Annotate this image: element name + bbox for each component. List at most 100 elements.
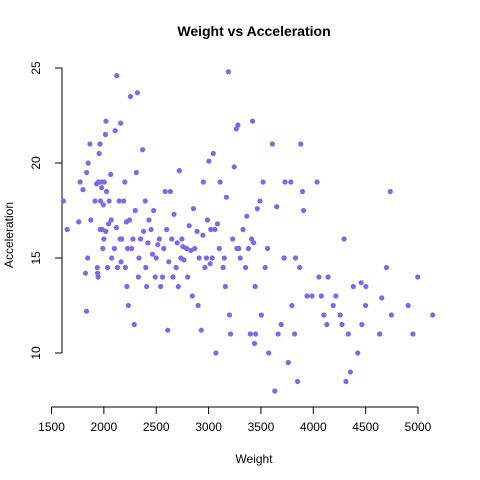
data-point (258, 312, 264, 318)
data-points (60, 69, 436, 394)
data-point (167, 188, 173, 195)
data-point (145, 240, 151, 246)
data-point (148, 226, 154, 233)
data-point (230, 236, 236, 242)
data-point (143, 264, 149, 271)
data-point (179, 236, 185, 242)
data-point (325, 274, 331, 280)
data-point (363, 283, 369, 290)
data-point (226, 312, 233, 318)
data-point (213, 350, 219, 356)
x-tick-label: 4500 (352, 420, 379, 434)
data-point (60, 198, 66, 204)
data-point (388, 312, 395, 318)
data-point (244, 213, 250, 219)
data-point (202, 264, 208, 271)
data-point (96, 150, 102, 157)
data-point (142, 198, 148, 204)
y-tick-label: 25 (29, 61, 43, 75)
data-point (298, 141, 304, 147)
data-point (222, 283, 228, 290)
data-point (304, 293, 310, 299)
data-point (240, 226, 246, 233)
data-point (129, 245, 135, 252)
data-point (314, 179, 320, 185)
data-point (113, 225, 120, 231)
data-point (100, 202, 106, 208)
data-point (200, 232, 206, 238)
data-point (101, 179, 107, 185)
data-point (106, 198, 112, 204)
data-point (321, 312, 327, 318)
data-point (292, 255, 299, 261)
data-point (146, 217, 152, 223)
data-point (122, 179, 128, 185)
data-point (175, 283, 181, 290)
data-point (112, 128, 118, 134)
data-point (166, 259, 172, 265)
data-point (118, 120, 124, 126)
data-point (124, 245, 131, 252)
data-point (122, 264, 128, 271)
data-point (188, 247, 194, 253)
data-point (137, 236, 144, 242)
data-point (358, 280, 364, 286)
data-point (116, 198, 122, 204)
data-point (171, 211, 177, 217)
data-point (221, 255, 227, 261)
data-point (190, 206, 197, 212)
data-point (209, 255, 215, 261)
data-point (118, 259, 124, 265)
data-point (100, 245, 106, 252)
data-point (149, 251, 156, 257)
data-point (85, 255, 91, 261)
data-point (184, 245, 190, 252)
data-point (207, 261, 213, 267)
data-point (136, 255, 142, 261)
x-tick-label: 4000 (300, 420, 327, 434)
data-point (144, 283, 150, 290)
data-point (174, 240, 180, 246)
data-point (220, 264, 226, 271)
data-point (345, 331, 351, 337)
data-point (248, 236, 255, 242)
data-point (92, 198, 98, 204)
data-point (181, 257, 187, 263)
data-point (245, 245, 252, 252)
data-point (405, 302, 411, 309)
data-point (109, 255, 115, 261)
data-point (274, 204, 280, 210)
data-point (132, 207, 138, 214)
data-point (253, 331, 259, 337)
data-point (176, 168, 182, 174)
data-point (162, 188, 168, 195)
data-point (103, 118, 109, 124)
data-point (194, 228, 200, 234)
data-point (252, 283, 258, 290)
data-point (95, 274, 101, 280)
data-point (151, 207, 157, 214)
data-point (330, 302, 336, 309)
data-point (200, 179, 206, 185)
data-point (278, 321, 284, 328)
data-point (125, 302, 131, 309)
data-point (341, 236, 347, 242)
data-point (186, 223, 192, 229)
data-point (94, 264, 100, 271)
data-point (173, 264, 179, 271)
data-point (198, 327, 204, 333)
data-point (206, 158, 212, 164)
data-point (285, 359, 291, 366)
data-point (77, 179, 83, 185)
data-point (189, 293, 195, 299)
data-point (376, 331, 383, 337)
y-tick-label: 20 (29, 156, 43, 170)
data-point (108, 217, 114, 223)
x-axis: 1500 2000 2500 3000 3500 4000 4500 5000 (38, 406, 432, 434)
data-point (264, 245, 271, 252)
data-point (159, 274, 166, 280)
data-point (210, 150, 216, 157)
data-point (114, 264, 121, 271)
x-tick-label: 2500 (143, 420, 170, 434)
data-point (152, 274, 158, 280)
